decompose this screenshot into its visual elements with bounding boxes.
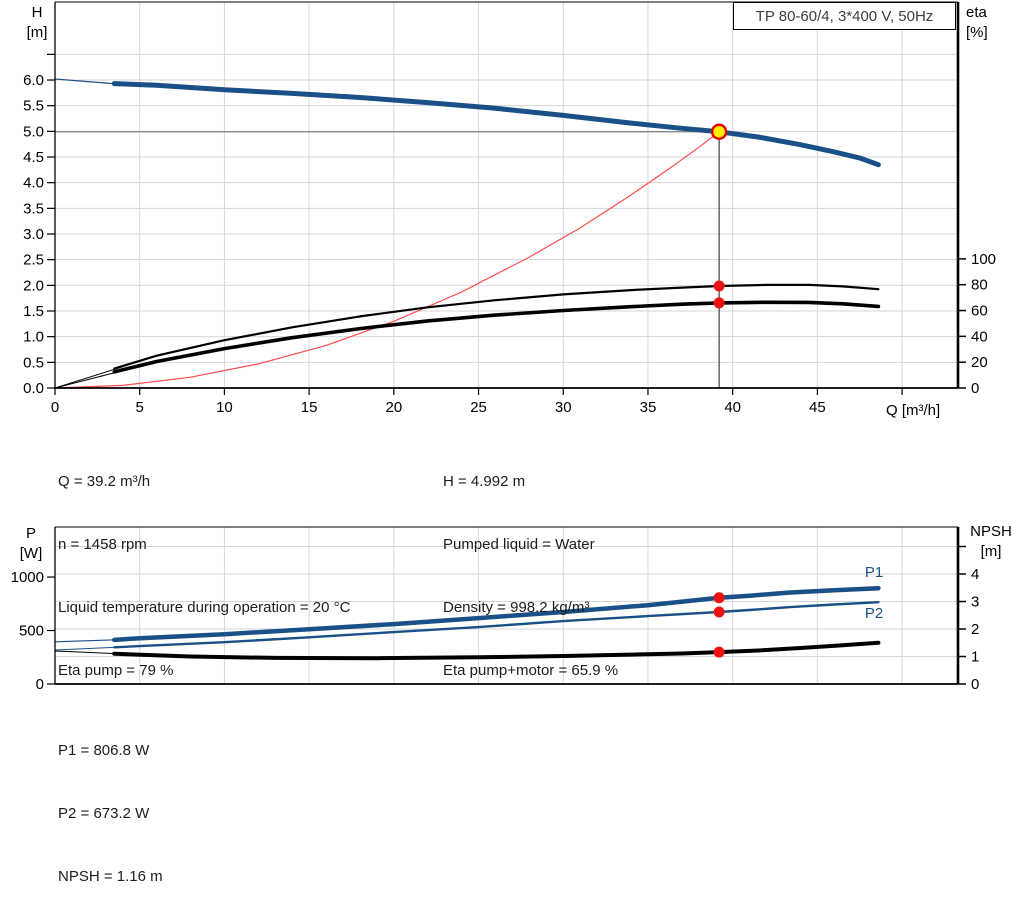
power-npsh-chart: 0 500 1000 0 1 2 3 4 P1 P2 bbox=[11, 526, 979, 693]
left-tick-label: 4.0 bbox=[23, 175, 44, 192]
right-tick-label: 40 bbox=[971, 328, 988, 345]
x-tick-label: 15 bbox=[301, 399, 318, 416]
right-tick-label: 2 bbox=[971, 621, 979, 638]
right-tick-label: 0 bbox=[971, 380, 979, 397]
left-tick-label: 1000 bbox=[11, 569, 44, 586]
left-tick-label: 1.5 bbox=[23, 303, 44, 320]
npsh-curve bbox=[112, 640, 881, 661]
p-axis-label-line1: P bbox=[25, 525, 36, 542]
right-tick-label: 4 bbox=[971, 566, 979, 583]
p-axis-label-line2: [W] bbox=[19, 545, 43, 562]
x-tick-label: 20 bbox=[385, 399, 402, 416]
npsh-point bbox=[713, 646, 725, 658]
x-tick-label: 0 bbox=[51, 399, 59, 416]
info-line-temperature: Liquid temperature during operation = 20… bbox=[58, 599, 351, 616]
right-tick-label: 20 bbox=[971, 354, 988, 371]
p2-curve bbox=[113, 601, 880, 649]
x-tick-label: 30 bbox=[555, 399, 572, 416]
pump-title-box: TP 80-60/4, 3*400 V, 50Hz bbox=[733, 2, 956, 30]
h-axis-label: H [m] bbox=[16, 3, 58, 43]
h-axis-label-line1: H bbox=[31, 4, 43, 21]
p1-curve bbox=[112, 585, 881, 643]
left-tick-label: 3.5 bbox=[23, 200, 44, 217]
info-line-p1: P1 = 806.8 W bbox=[58, 742, 150, 759]
info-line-eta-total: Eta pump+motor = 65.9 % bbox=[443, 662, 619, 679]
eta-pump-motor-leader bbox=[54, 370, 124, 389]
left-tick-label: 2.0 bbox=[23, 277, 44, 294]
eta-axis-label: eta [%] bbox=[966, 3, 1022, 43]
x-tick-label: 25 bbox=[470, 399, 487, 416]
npsh-axis-label-line1: NPSH bbox=[970, 523, 1012, 540]
q-axis-label: Q [m³/h] bbox=[886, 402, 941, 419]
left-tick-label: 1.0 bbox=[23, 329, 44, 346]
npsh-leader bbox=[54, 650, 120, 655]
left-tick-label: 2.5 bbox=[23, 252, 44, 269]
npsh-axis-label: NPSH [m] bbox=[962, 522, 1020, 562]
x-tick-label: 10 bbox=[216, 399, 233, 416]
left-tick-label: 3.0 bbox=[23, 226, 44, 243]
p2-point bbox=[713, 606, 725, 618]
system-curve bbox=[54, 131, 720, 389]
eta-axis-label-line1: eta bbox=[966, 4, 987, 21]
p2-leader bbox=[54, 646, 120, 651]
eta-pump-motor-curve bbox=[112, 300, 881, 374]
info-line-speed: n = 1458 rpm bbox=[58, 536, 147, 553]
left-tick-label: 4.5 bbox=[23, 149, 44, 166]
power-info-block: P1 = 806.8 W P2 = 673.2 W NPSH = 1.16 m bbox=[58, 698, 163, 908]
duty-info-left: Q = 39.2 m³/h n = 1458 rpm Liquid temper… bbox=[58, 429, 350, 702]
info-line-p2: P2 = 673.2 W bbox=[58, 805, 150, 822]
npsh-axis-label-line2: [m] bbox=[980, 543, 1002, 560]
left-tick-label: 0.0 bbox=[23, 380, 44, 397]
duty-info-right: H = 4.992 m Pumped liquid = Water Densit… bbox=[443, 429, 618, 702]
p-axis-label: P [W] bbox=[10, 524, 52, 564]
right-tick-label: 3 bbox=[971, 594, 979, 611]
right-tick-label: 100 bbox=[971, 251, 996, 268]
curve-label-P2: P2 bbox=[865, 605, 883, 622]
pump-charts-canvas: 0.0 0.5 1.0 1.5 2.0 2.5 3.0 3.5 4.0 4.5 5.0 5.5 6.0 0… bbox=[11, 1, 996, 693]
left-tick-label: 5.5 bbox=[23, 98, 44, 115]
p1-point bbox=[713, 592, 725, 604]
info-line-density: Density = 998.2 kg/m³ bbox=[443, 599, 590, 616]
eta-pump-point bbox=[713, 280, 725, 292]
left-tick-label: 500 bbox=[19, 623, 44, 640]
info-line-liquid: Pumped liquid = Water bbox=[443, 536, 595, 553]
duty-point bbox=[710, 123, 728, 140]
x-tick-label: 35 bbox=[640, 399, 657, 416]
left-tick-label: 0 bbox=[36, 676, 44, 693]
info-line-npsh: NPSH = 1.16 m bbox=[58, 868, 163, 885]
eta-pump-motor-point bbox=[713, 297, 725, 309]
x-tick-label: 5 bbox=[136, 399, 144, 416]
left-tick-label: 6.0 bbox=[23, 72, 44, 89]
left-tick-label: 0.5 bbox=[23, 354, 44, 371]
eta-pump-curve bbox=[113, 283, 880, 370]
info-line-q: Q = 39.2 m³/h bbox=[58, 473, 151, 490]
right-tick-label: 1 bbox=[971, 649, 979, 666]
curve-label-P1: P1 bbox=[865, 564, 883, 581]
eta-pump-leader bbox=[54, 366, 124, 389]
info-line-head: H = 4.992 m bbox=[443, 473, 526, 490]
left-tick-label: 5.0 bbox=[23, 123, 44, 140]
head-efficiency-chart: 0.0 0.5 1.0 1.5 2.0 2.5 3.0 3.5 4.0 4.5 5.0 5.5 6.0 0… bbox=[23, 1, 996, 416]
info-line-eta-pump: Eta pump = 79 % bbox=[58, 662, 174, 679]
right-tick-label: 80 bbox=[971, 277, 988, 294]
eta-axis-label-line2: [%] bbox=[966, 24, 988, 41]
x-tick-label: 40 bbox=[724, 399, 741, 416]
p1-leader bbox=[54, 639, 120, 643]
x-tick-label: 45 bbox=[809, 399, 826, 416]
h-axis-label-line2: [m] bbox=[26, 24, 48, 41]
hq-leader bbox=[54, 78, 120, 85]
right-tick-label: 0 bbox=[971, 676, 979, 693]
right-tick-label: 60 bbox=[971, 303, 988, 320]
hq-curve bbox=[111, 81, 881, 168]
